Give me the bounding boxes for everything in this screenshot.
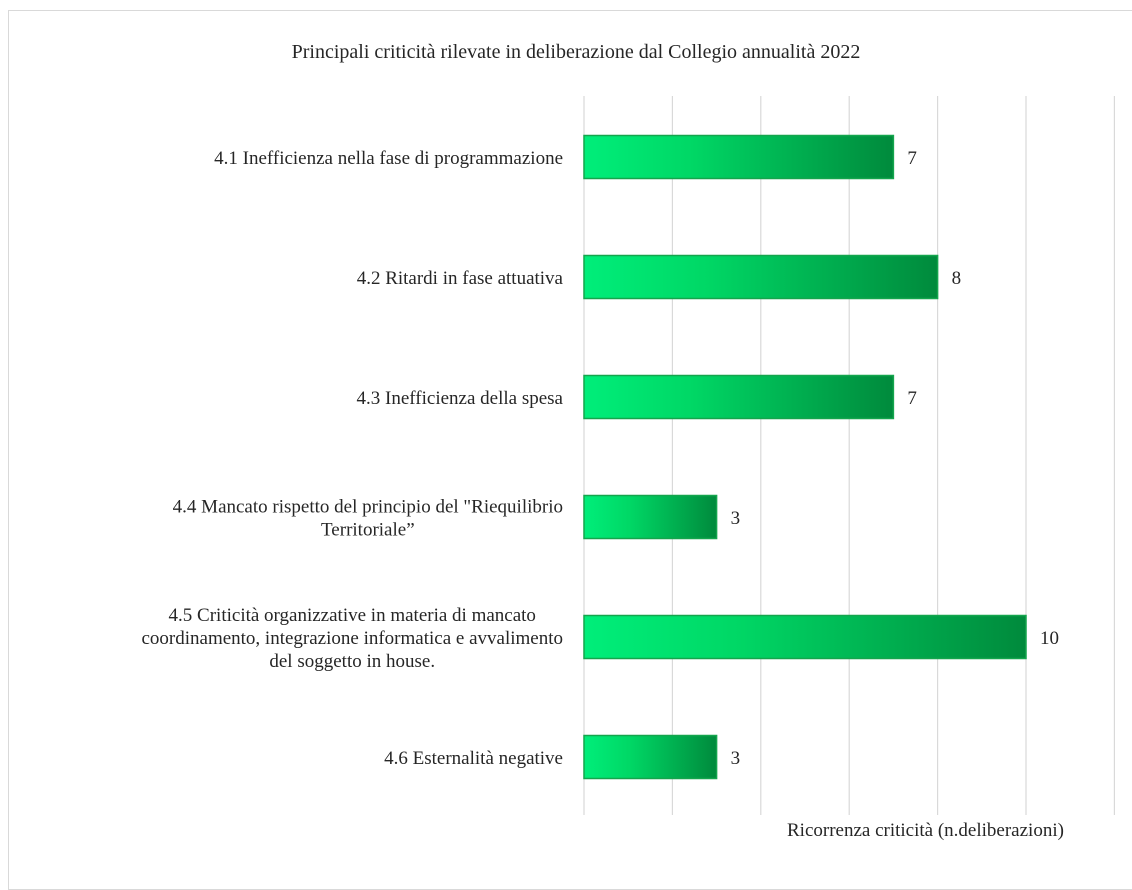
bar xyxy=(583,494,718,540)
data-label: 10 xyxy=(1040,628,1059,649)
bar xyxy=(583,254,939,300)
bar xyxy=(583,734,718,780)
category-label-line: 4.3 Inefficienza della spesa xyxy=(357,388,564,409)
category-label-line: 4.1 Inefficienza nella fase di programma… xyxy=(214,148,563,169)
data-label: 3 xyxy=(731,748,741,769)
category-label-line: coordinamento, integrazione informatica … xyxy=(141,628,563,649)
data-label: 3 xyxy=(731,508,741,529)
bar xyxy=(583,374,895,420)
category-label-line: 4.5 Criticità organizzative in materia d… xyxy=(169,605,536,626)
gridlines xyxy=(583,96,1116,815)
x-axis-title: Ricorrenza criticità (n.deliberazioni) xyxy=(787,820,1064,841)
category-label: 4.6 Esternalità negative xyxy=(384,748,563,769)
data-label: 7 xyxy=(907,388,917,409)
bar xyxy=(583,134,895,180)
category-label: 4.4 Mancato rispetto del principio del "… xyxy=(173,497,563,541)
category-label-line: 4.4 Mancato rispetto del principio del "… xyxy=(173,497,563,518)
category-label: 4.5 Criticità organizzative in materia d… xyxy=(141,605,563,672)
category-label-line: 4.2 Ritardi in fase attuativa xyxy=(357,268,564,289)
labels: 7 4.1 Inefficienza nella fase di programm… xyxy=(141,148,1059,769)
category-label-line: Territoriale” xyxy=(321,520,415,541)
category-label: 4.2 Ritardi in fase attuativa xyxy=(357,268,564,289)
bar-chart: 7 4.1 Inefficienza nella fase di programm… xyxy=(141,41,1116,841)
bar xyxy=(583,614,1027,660)
category-label: 4.3 Inefficienza della spesa xyxy=(357,388,564,409)
category-label-line: del soggetto in house. xyxy=(269,651,435,672)
data-label: 7 xyxy=(907,148,917,169)
bars xyxy=(583,134,1027,780)
category-label: 4.1 Inefficienza nella fase di programma… xyxy=(214,148,563,169)
chart-title: Principali criticità rilevate in deliber… xyxy=(292,41,861,63)
data-label: 8 xyxy=(952,268,962,289)
category-label-line: 4.6 Esternalità negative xyxy=(384,748,563,769)
